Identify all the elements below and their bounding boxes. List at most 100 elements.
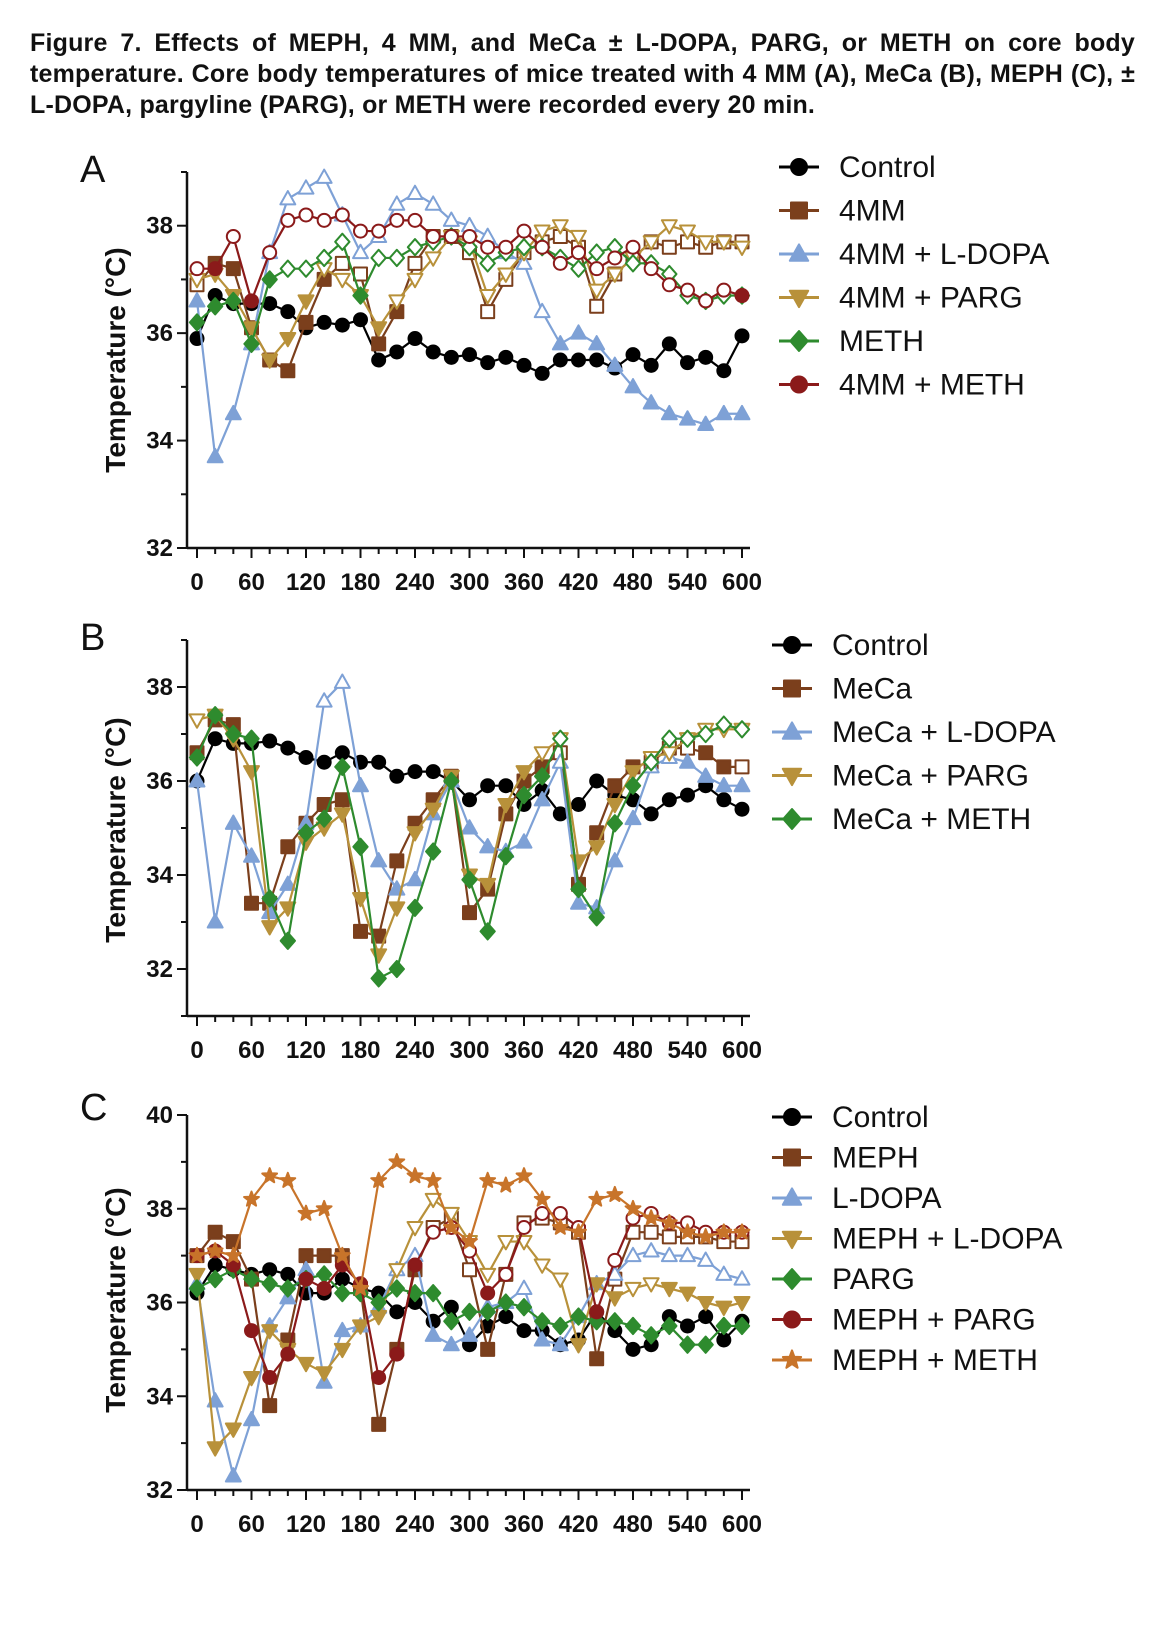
legend: Control MEPH L-DOPA MEPH + L-DOPA PARG MEPH +… bbox=[772, 1101, 1062, 1377]
data-point bbox=[371, 1370, 387, 1385]
x-tick-label: 420 bbox=[558, 1037, 598, 1064]
data-point bbox=[643, 1326, 660, 1345]
data-point bbox=[188, 1279, 206, 1298]
data-point bbox=[224, 404, 242, 421]
data-point bbox=[498, 239, 514, 255]
data-point bbox=[352, 1279, 369, 1296]
data-point bbox=[262, 1370, 278, 1385]
data-point bbox=[334, 757, 351, 777]
data-point bbox=[661, 239, 677, 255]
data-point bbox=[244, 895, 259, 911]
data-point bbox=[533, 1331, 551, 1347]
data-point bbox=[661, 1229, 677, 1245]
data-point bbox=[424, 251, 442, 267]
y-tick-label: 38 bbox=[146, 213, 173, 240]
data-point bbox=[533, 1190, 551, 1207]
data-point bbox=[370, 321, 388, 337]
data-point bbox=[679, 1246, 696, 1263]
data-point bbox=[425, 1224, 441, 1240]
x-tick-label: 480 bbox=[613, 1511, 653, 1538]
y-axis-label: Temperature (°C) bbox=[100, 1187, 131, 1412]
data-point bbox=[715, 776, 733, 793]
data-point bbox=[425, 344, 441, 360]
data-point bbox=[443, 349, 459, 365]
data-point bbox=[388, 959, 405, 979]
x-tick-label: 360 bbox=[504, 1037, 544, 1064]
data-point bbox=[188, 292, 206, 308]
data-point bbox=[334, 317, 350, 333]
data-point bbox=[716, 759, 732, 775]
data-point bbox=[370, 1310, 388, 1326]
legend-marker bbox=[788, 289, 810, 309]
data-point bbox=[715, 1223, 733, 1240]
data-point bbox=[570, 324, 587, 340]
data-point bbox=[516, 223, 532, 239]
data-point bbox=[534, 1312, 551, 1331]
data-point bbox=[406, 898, 424, 918]
data-point bbox=[661, 336, 677, 352]
data-point bbox=[479, 1267, 497, 1284]
data-point bbox=[316, 1248, 332, 1264]
x-tick-label: 300 bbox=[449, 569, 489, 596]
data-point bbox=[570, 1338, 587, 1354]
data-point bbox=[280, 839, 296, 855]
data-point bbox=[224, 814, 242, 830]
data-point bbox=[734, 288, 750, 304]
x-tick-label: 240 bbox=[395, 1511, 435, 1538]
data-point bbox=[207, 1257, 223, 1273]
data-point bbox=[697, 415, 715, 431]
data-point bbox=[607, 1252, 623, 1268]
data-point bbox=[480, 1285, 496, 1301]
data-point bbox=[588, 283, 606, 299]
data-point bbox=[570, 1307, 587, 1326]
data-point bbox=[642, 1277, 660, 1293]
data-point bbox=[261, 920, 279, 936]
data-point bbox=[206, 447, 224, 464]
data-point bbox=[262, 1398, 278, 1414]
series-4mm-l-dopa bbox=[188, 168, 751, 464]
data-point bbox=[588, 1277, 606, 1293]
data-point bbox=[461, 1302, 478, 1321]
data-point bbox=[734, 328, 750, 344]
data-point bbox=[334, 1284, 351, 1303]
data-point bbox=[570, 1223, 587, 1240]
x-tick-label: 480 bbox=[613, 569, 653, 596]
x-tick-label: 0 bbox=[190, 1037, 203, 1064]
data-point bbox=[315, 1366, 333, 1382]
legend-label: Control bbox=[832, 1101, 929, 1134]
data-point bbox=[661, 729, 678, 748]
y-tick-label: 32 bbox=[146, 535, 173, 562]
data-point bbox=[297, 823, 315, 842]
data-point bbox=[206, 1441, 224, 1457]
data-point bbox=[606, 814, 623, 833]
data-point bbox=[624, 1281, 642, 1298]
data-point bbox=[207, 297, 224, 316]
data-point bbox=[298, 1248, 314, 1264]
data-point bbox=[697, 235, 715, 251]
y-tick-label: 38 bbox=[146, 674, 173, 701]
data-point bbox=[498, 1309, 514, 1325]
data-point bbox=[679, 410, 696, 426]
legend-label: MEPH + PARG bbox=[832, 1304, 1036, 1337]
data-point bbox=[606, 267, 624, 283]
data-point bbox=[479, 1171, 497, 1188]
chart-panel-c: C 32 34 36 38 40 0 60 120 180 240 300 360 420 480 540 60… bbox=[80, 1087, 1062, 1538]
x-tick-label: 120 bbox=[286, 569, 326, 596]
data-point bbox=[243, 847, 260, 863]
data-point bbox=[552, 1316, 569, 1336]
data-point bbox=[388, 1279, 405, 1298]
data-point bbox=[625, 239, 641, 255]
data-point bbox=[643, 753, 660, 772]
data-point bbox=[188, 748, 206, 767]
data-point bbox=[497, 847, 514, 866]
data-point bbox=[261, 1167, 279, 1184]
data-point bbox=[188, 313, 206, 332]
data-point bbox=[407, 331, 423, 347]
data-point bbox=[606, 356, 624, 372]
data-point bbox=[370, 248, 387, 268]
data-point bbox=[207, 731, 223, 747]
data-point bbox=[624, 809, 642, 826]
series-4mm-meth bbox=[189, 207, 750, 309]
data-point bbox=[388, 195, 406, 211]
data-point bbox=[261, 1324, 279, 1340]
